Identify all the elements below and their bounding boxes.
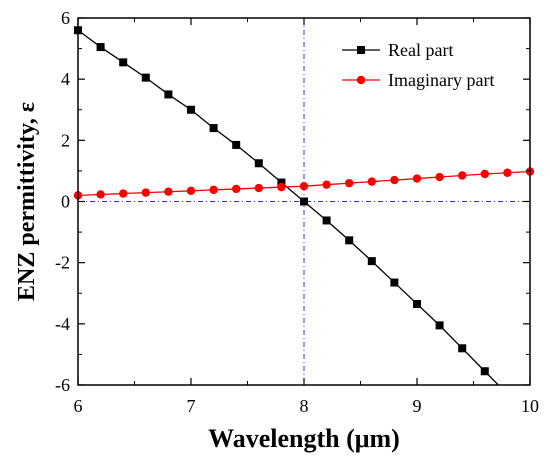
real-part-point [345,236,354,245]
legend-marker-circle [356,75,366,85]
real-part-point [254,159,263,168]
real-part-point [277,178,286,187]
legend-label: Real part [388,40,453,60]
real-part-point [390,278,399,287]
real-part-point [300,197,308,206]
imaginary-part-point [480,169,489,179]
imaginary-part-point [322,180,331,189]
x-tick-label: 8 [300,396,309,416]
y-tick-label: -2 [55,253,70,273]
real-part-point [367,257,376,266]
y-tick-label: -6 [55,375,70,395]
imaginary-part-point [186,186,196,195]
x-tick-label: 9 [413,396,422,416]
real-part-point [141,73,150,82]
x-axis-label: Wavelength (μm) [208,424,400,453]
real-part-point [435,321,444,330]
imaginary-part-point [299,182,309,191]
real-part-point [96,43,105,52]
imaginary-part-point [164,187,173,196]
y-axis-label: ENZ permittivity, ε [14,102,40,301]
imaginary-part-point [232,184,241,194]
real-part-point [413,299,421,308]
imaginary-part-point [141,188,150,197]
series-markers [73,26,535,376]
x-tick-label: 6 [74,396,83,416]
y-tick-label: 2 [61,130,70,150]
y-tick-label: -4 [55,314,70,334]
imaginary-part-point [458,171,467,180]
y-tick-label: 6 [61,8,70,28]
y-tick-label: 4 [61,69,70,89]
imaginary-part-point [254,183,263,193]
x-tick-label: 10 [521,396,539,416]
x-axis-ticks: 6 7 8 9 10 [74,18,539,416]
real-part-point [232,140,241,149]
real-part-point [480,367,489,376]
imaginary-part-point [277,182,286,192]
real-part-point [187,105,195,114]
imaginary-part-point [390,175,399,185]
real-part-point [322,216,331,225]
imaginary-part-point [345,178,354,188]
x-tick-label: 7 [187,396,196,416]
legend: Real part Imaginary part [342,40,494,90]
real-part-point [119,58,128,67]
real-part-point [458,344,467,353]
imaginary-part-point [435,172,444,182]
imaginary-part-point [503,168,512,177]
imaginary-part-point [367,177,376,186]
imaginary-part-point [209,185,218,195]
imaginary-part-point [96,190,105,199]
y-axis-ticks: -6 -4 -2 0 2 4 6 [55,8,530,395]
imaginary-part-point [119,189,128,198]
legend-label: Imaginary part [388,70,494,90]
legend-marker-square [357,46,365,54]
real-part-point [164,90,173,99]
real-part-point [209,124,218,133]
y-tick-label: 0 [61,192,70,212]
imaginary-part-point [412,174,422,183]
